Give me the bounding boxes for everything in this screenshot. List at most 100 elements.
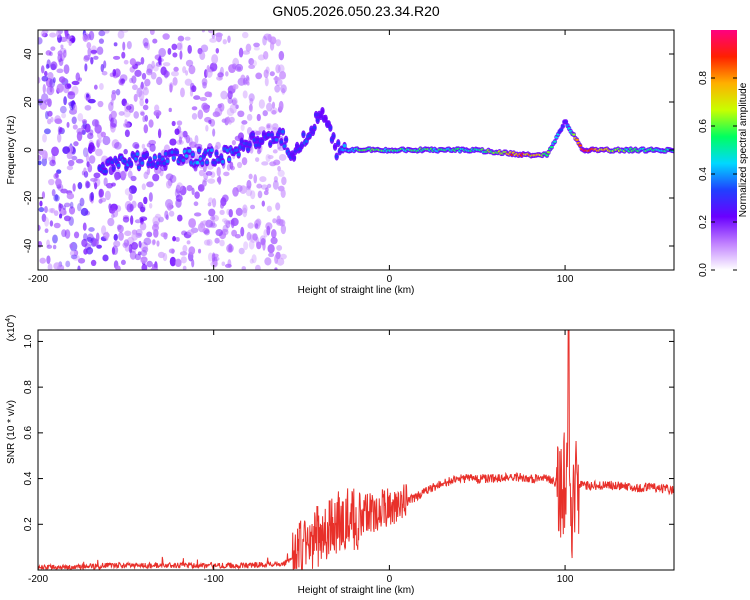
noise-blob [248, 64, 256, 69]
noise-blob [143, 42, 149, 49]
noise-blob [236, 184, 243, 193]
noise-blob [115, 88, 121, 96]
noise-blob [242, 207, 248, 218]
noise-blob [58, 58, 64, 67]
noise-blob [119, 170, 128, 178]
noise-blob [246, 113, 253, 121]
noise-blob [148, 192, 153, 202]
noise-blob [139, 84, 144, 89]
noise-blob [227, 35, 231, 43]
ridge-core [559, 128, 564, 131]
noise-blob [106, 182, 114, 189]
ridge-core [221, 160, 225, 164]
noise-blob [134, 69, 142, 77]
noise-blob [267, 183, 272, 189]
noise-blob [281, 88, 286, 95]
noise-blob [119, 78, 126, 85]
noise-blob [278, 153, 287, 161]
noise-blob [153, 228, 159, 238]
noise-blob [201, 30, 205, 33]
noise-blob [142, 115, 146, 123]
noise-blob [203, 239, 211, 246]
noise-blob [177, 35, 185, 42]
x-tick-label: -200 [28, 274, 48, 285]
spectrogram-x-axis-label: Height of straight line (km) [298, 285, 415, 296]
noise-blob [179, 251, 188, 256]
noise-blob [63, 215, 71, 222]
noise-blob [166, 202, 173, 211]
noise-blob [60, 44, 64, 49]
noise-blob [143, 84, 148, 91]
ridge-core [195, 160, 200, 165]
ridge-core [578, 144, 582, 147]
noise-blob [250, 234, 254, 241]
noise-blob [182, 244, 188, 253]
noise-blob [208, 119, 212, 124]
noise-blob [182, 130, 188, 138]
noise-blob [179, 41, 183, 51]
noise-blob [123, 239, 130, 247]
noise-blob [111, 139, 120, 149]
noise-blob [228, 208, 233, 218]
ridge-core [282, 144, 287, 148]
noise-blob [111, 247, 116, 255]
noise-blob [112, 209, 119, 218]
noise-blob [248, 104, 253, 111]
noise-blob [124, 129, 130, 138]
noise-blob [124, 230, 132, 237]
noise-blob [77, 203, 82, 212]
noise-blob [145, 170, 150, 175]
ridge-core [175, 150, 179, 155]
noise-blob [63, 96, 67, 106]
noise-blob [39, 200, 43, 207]
noise-blob [146, 68, 153, 76]
noise-blob [208, 208, 216, 217]
noise-blob [180, 256, 187, 264]
noise-blob [158, 47, 166, 58]
noise-blob [216, 166, 221, 177]
ridge-core [240, 139, 244, 144]
noise-blob [98, 188, 103, 199]
noise-blob [211, 252, 216, 262]
noise-blob [131, 232, 138, 241]
noise-blob [240, 74, 246, 84]
noise-blob [94, 182, 98, 190]
noise-blob [77, 265, 81, 270]
noise-blob [242, 31, 249, 39]
noise-blob [100, 131, 107, 138]
noise-blob [66, 192, 75, 200]
noise-blob [184, 78, 193, 86]
noise-blob [113, 233, 118, 241]
noise-blob [191, 106, 198, 111]
noise-blob [84, 63, 88, 72]
noise-blob [79, 197, 85, 207]
ridge-core [300, 143, 304, 148]
noise-blob [90, 191, 95, 201]
noise-blob [83, 233, 88, 241]
noise-blob [141, 264, 148, 270]
noise-blob [44, 70, 48, 77]
noise-blob [177, 214, 183, 222]
noise-blob [275, 39, 281, 47]
noise-blob [247, 222, 254, 229]
noise-blob [273, 76, 281, 81]
noise-blob [248, 239, 255, 250]
noise-blob [128, 185, 137, 194]
noise-blob [215, 47, 220, 54]
y-tick-label: -40 [23, 238, 34, 253]
noise-blob [193, 212, 202, 217]
noise-blob [263, 190, 269, 196]
ridge-core [140, 161, 144, 165]
noise-blob [275, 202, 281, 211]
noise-blob [46, 255, 51, 264]
noise-blob [153, 220, 159, 228]
noise-blob [46, 244, 53, 249]
noise-blob [129, 58, 137, 66]
noise-blob [240, 124, 245, 132]
noise-blob [40, 65, 45, 74]
noise-blob [126, 40, 132, 50]
noise-blob [61, 112, 67, 119]
noise-blob [157, 251, 165, 259]
noise-blob [71, 80, 80, 86]
